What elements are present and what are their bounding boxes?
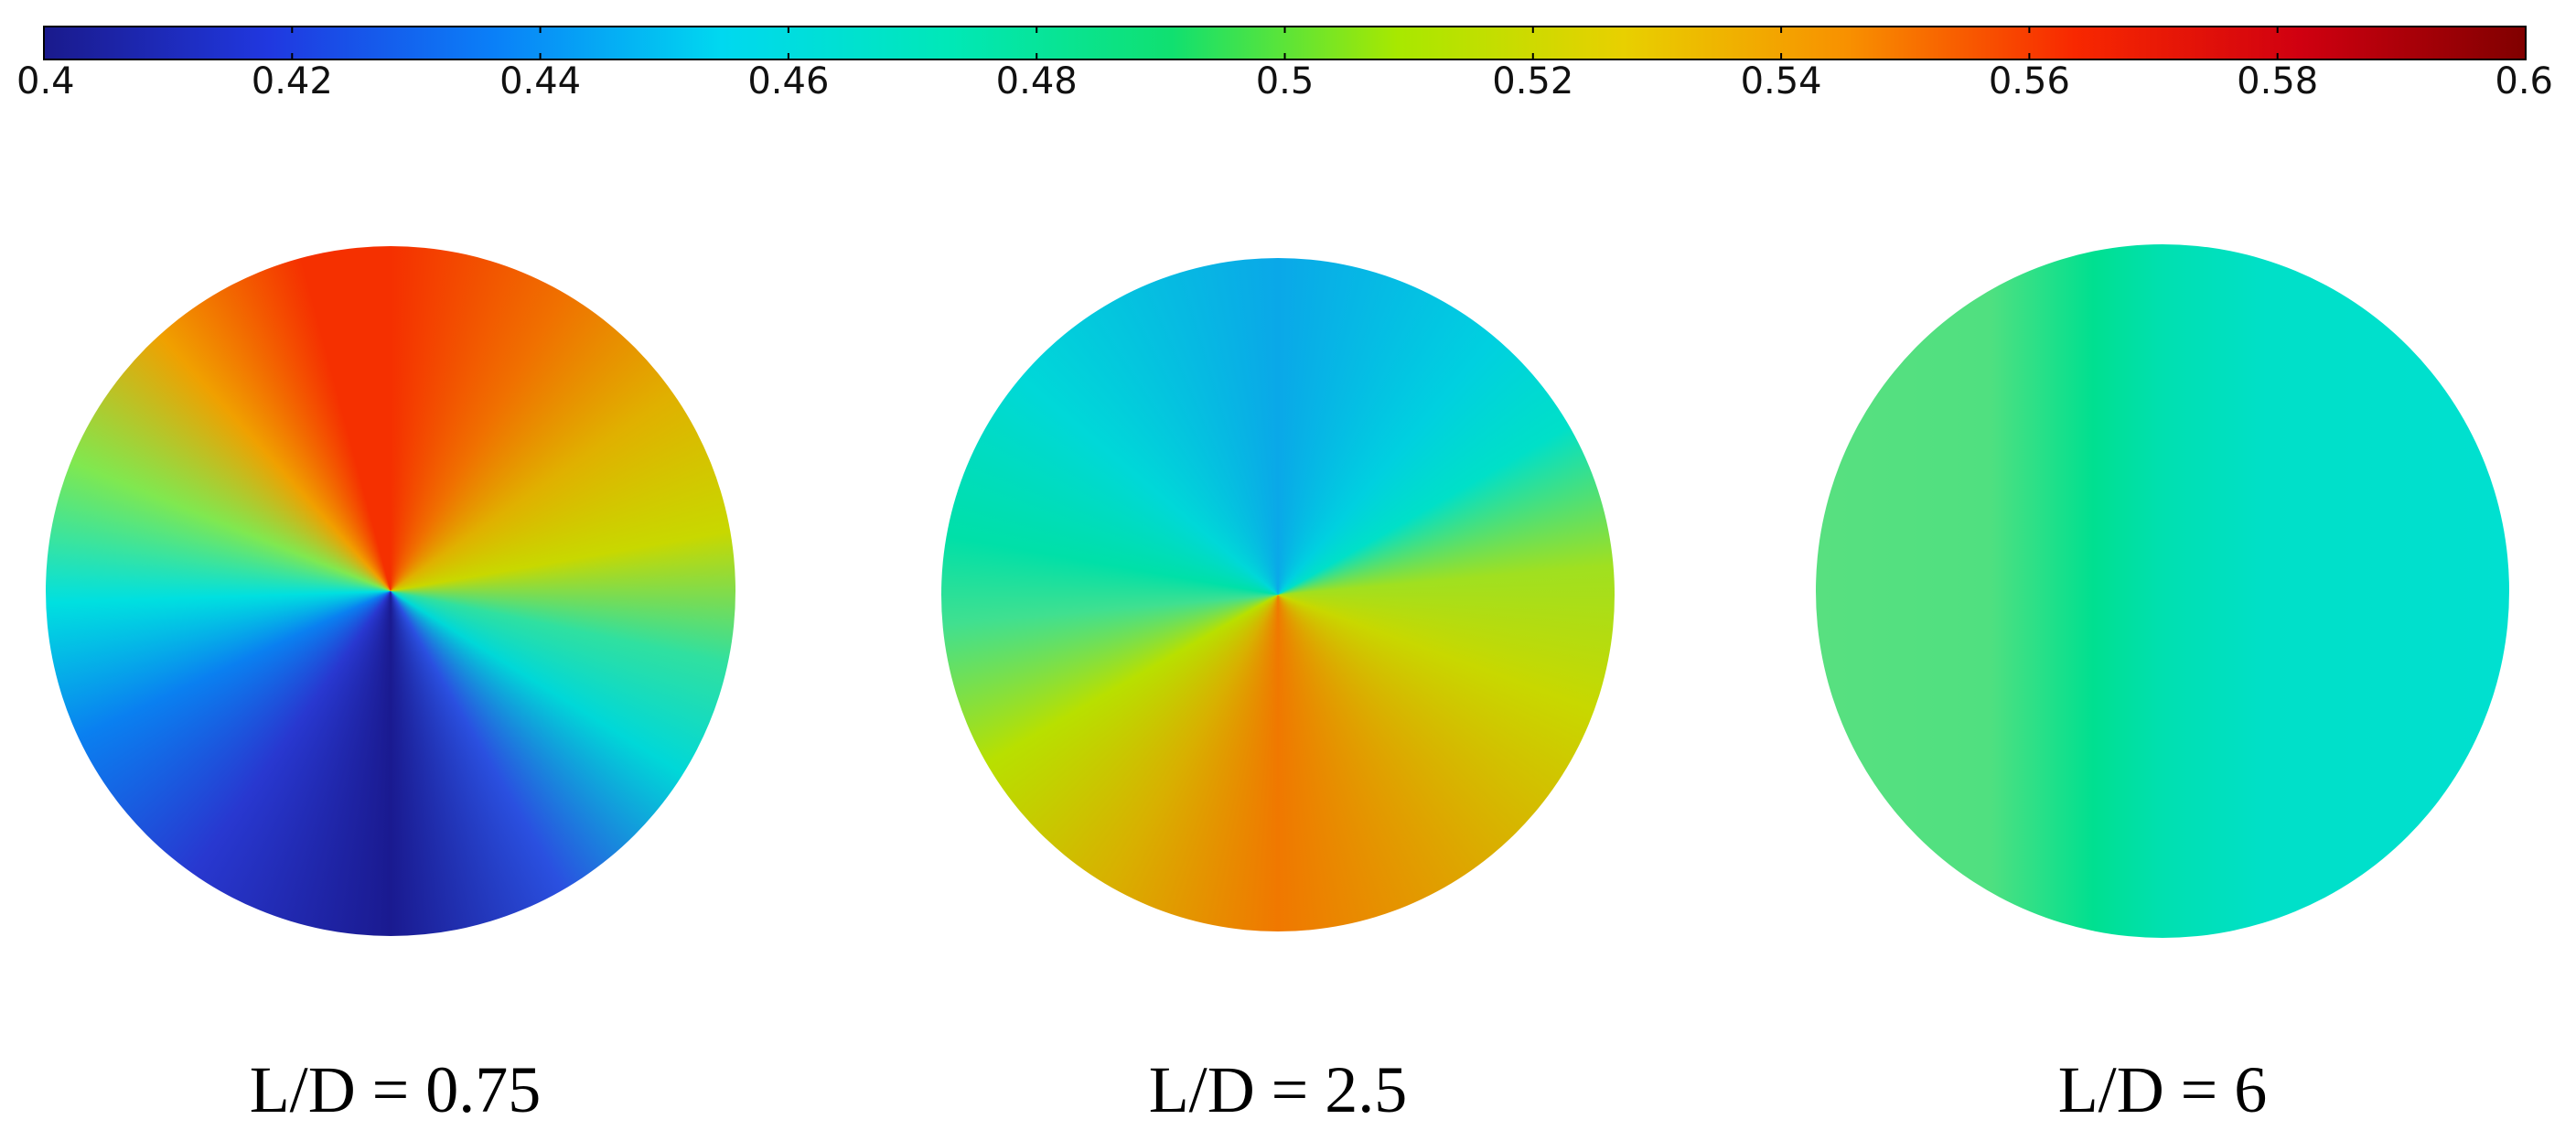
panel-label: L/D = 6	[2057, 1053, 2268, 1126]
tick-label: 0.56	[1989, 60, 2070, 102]
tick-label: 0.5	[1256, 60, 1315, 102]
tick-label: 0.58	[2237, 60, 2318, 102]
contour-disc	[1816, 244, 2509, 938]
tick-label: 0.52	[1492, 60, 1573, 102]
contour-disc	[46, 246, 735, 936]
tick-label: 0.6	[2495, 60, 2553, 102]
tick-label: 0.48	[996, 60, 1078, 102]
panel-label: L/D = 2.5	[1148, 1053, 1408, 1126]
colorbar: 0.4 0.42 0.44 0.46 0.48 0.5 0.52 0.54 0.56 0.58 0.…	[16, 26, 2553, 102]
panel-label: L/D = 0.75	[249, 1053, 542, 1126]
tick-label: 0.54	[1741, 60, 1822, 102]
contour-disc	[941, 258, 1615, 931]
tick-label: 0.44	[499, 60, 581, 102]
tick-label: 0.42	[252, 60, 333, 102]
tick-label: 0.46	[747, 60, 829, 102]
tick-label: 0.4	[16, 60, 75, 102]
